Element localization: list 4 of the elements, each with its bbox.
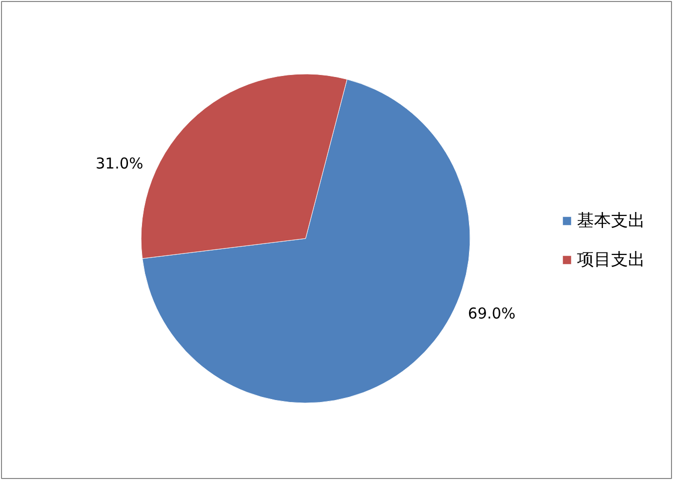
legend-label: 项目支出 — [577, 248, 645, 270]
legend-label: 基本支出 — [577, 210, 645, 232]
data-label: 69.0% — [468, 304, 516, 322]
data-label: 31.0% — [96, 154, 144, 173]
